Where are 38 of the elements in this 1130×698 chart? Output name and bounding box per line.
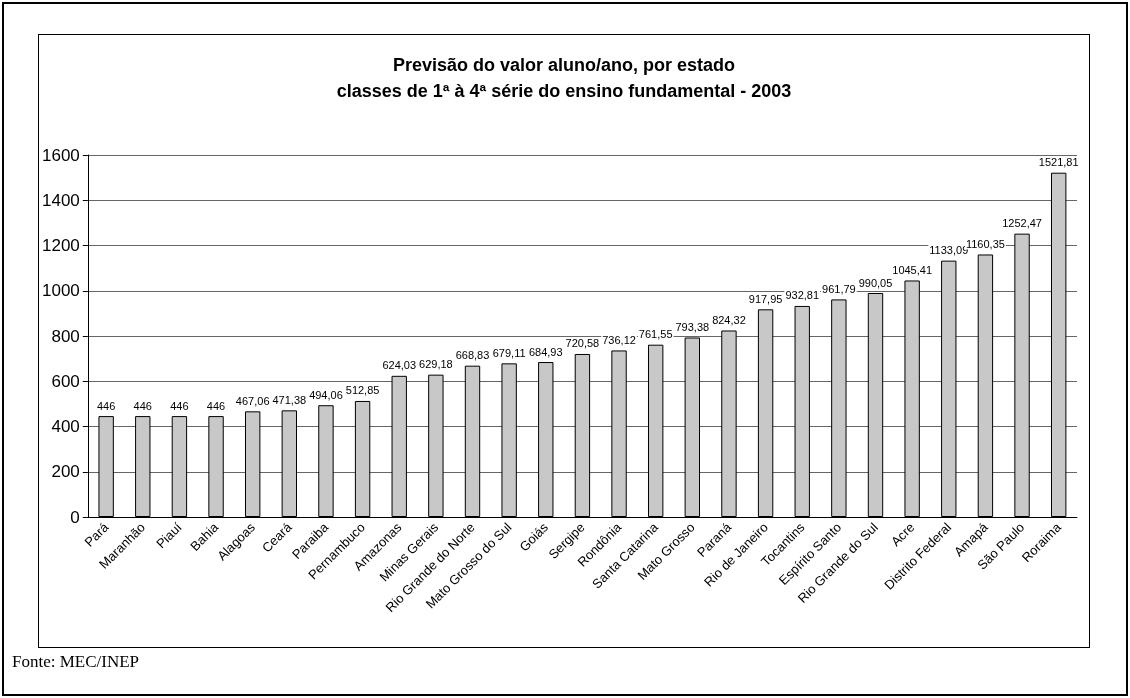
y-tick-label: 1600	[41, 145, 80, 165]
data-label: 761,55	[638, 328, 673, 341]
y-tick-label: 1400	[41, 190, 80, 210]
data-label: 494,06	[309, 388, 343, 401]
data-label: 629,18	[419, 358, 453, 371]
data-label: 1160,35	[965, 237, 1005, 250]
y-tick-label: 200	[51, 462, 80, 482]
y-tick-label: 0	[70, 507, 80, 527]
data-label: 471,38	[272, 393, 307, 406]
data-label: 1133,09	[929, 244, 969, 257]
data-label: 446	[96, 399, 116, 412]
y-tick-label: 400	[51, 417, 80, 436]
data-label: 668,83	[455, 349, 490, 362]
data-label: 684,93	[528, 345, 563, 358]
data-label: 446	[170, 399, 189, 412]
data-label: 1045,41	[892, 263, 933, 276]
data-label: 917,95	[748, 292, 783, 305]
data-label: 824,32	[712, 314, 746, 326]
y-tick-label: 1000	[41, 281, 80, 301]
data-label: 467,06	[235, 394, 270, 407]
y-tick-label: 1200	[41, 236, 80, 255]
data-label: 512,85	[345, 384, 380, 397]
data-label: 720,58	[565, 337, 600, 350]
data-label: 679,11	[492, 346, 526, 359]
data-label: 793,38	[675, 321, 710, 333]
data-label: 961,79	[822, 282, 856, 295]
data-label: 1521,81	[1038, 156, 1079, 169]
source-note: Fonte: MEC/INEP	[12, 652, 140, 672]
data-label: 624,03	[382, 359, 417, 372]
y-tick-label: 600	[51, 371, 80, 391]
data-label: 446	[133, 399, 152, 412]
data-label: 736,12	[602, 333, 636, 346]
data-label: 1252,47	[1002, 217, 1042, 230]
y-tick-label: 800	[51, 326, 80, 346]
data-label: 932,81	[785, 289, 820, 302]
data-label: 990,05	[858, 276, 893, 289]
data-label: 446	[206, 399, 226, 412]
chart-title: Previsão do valor aluno/ano, por estado classes de 1ª à 4ª série do ensino fundamental - 2003	[336, 55, 792, 101]
